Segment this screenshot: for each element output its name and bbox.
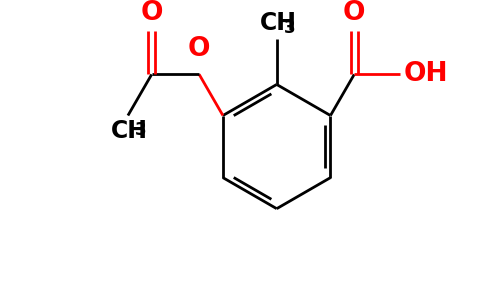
Text: CH: CH: [111, 119, 148, 143]
Text: O: O: [343, 0, 365, 26]
Text: O: O: [188, 36, 211, 61]
Text: OH: OH: [404, 61, 448, 87]
Text: 3: 3: [135, 121, 147, 139]
Text: O: O: [140, 0, 163, 26]
Text: CH: CH: [260, 11, 297, 35]
Text: 3: 3: [284, 19, 295, 37]
